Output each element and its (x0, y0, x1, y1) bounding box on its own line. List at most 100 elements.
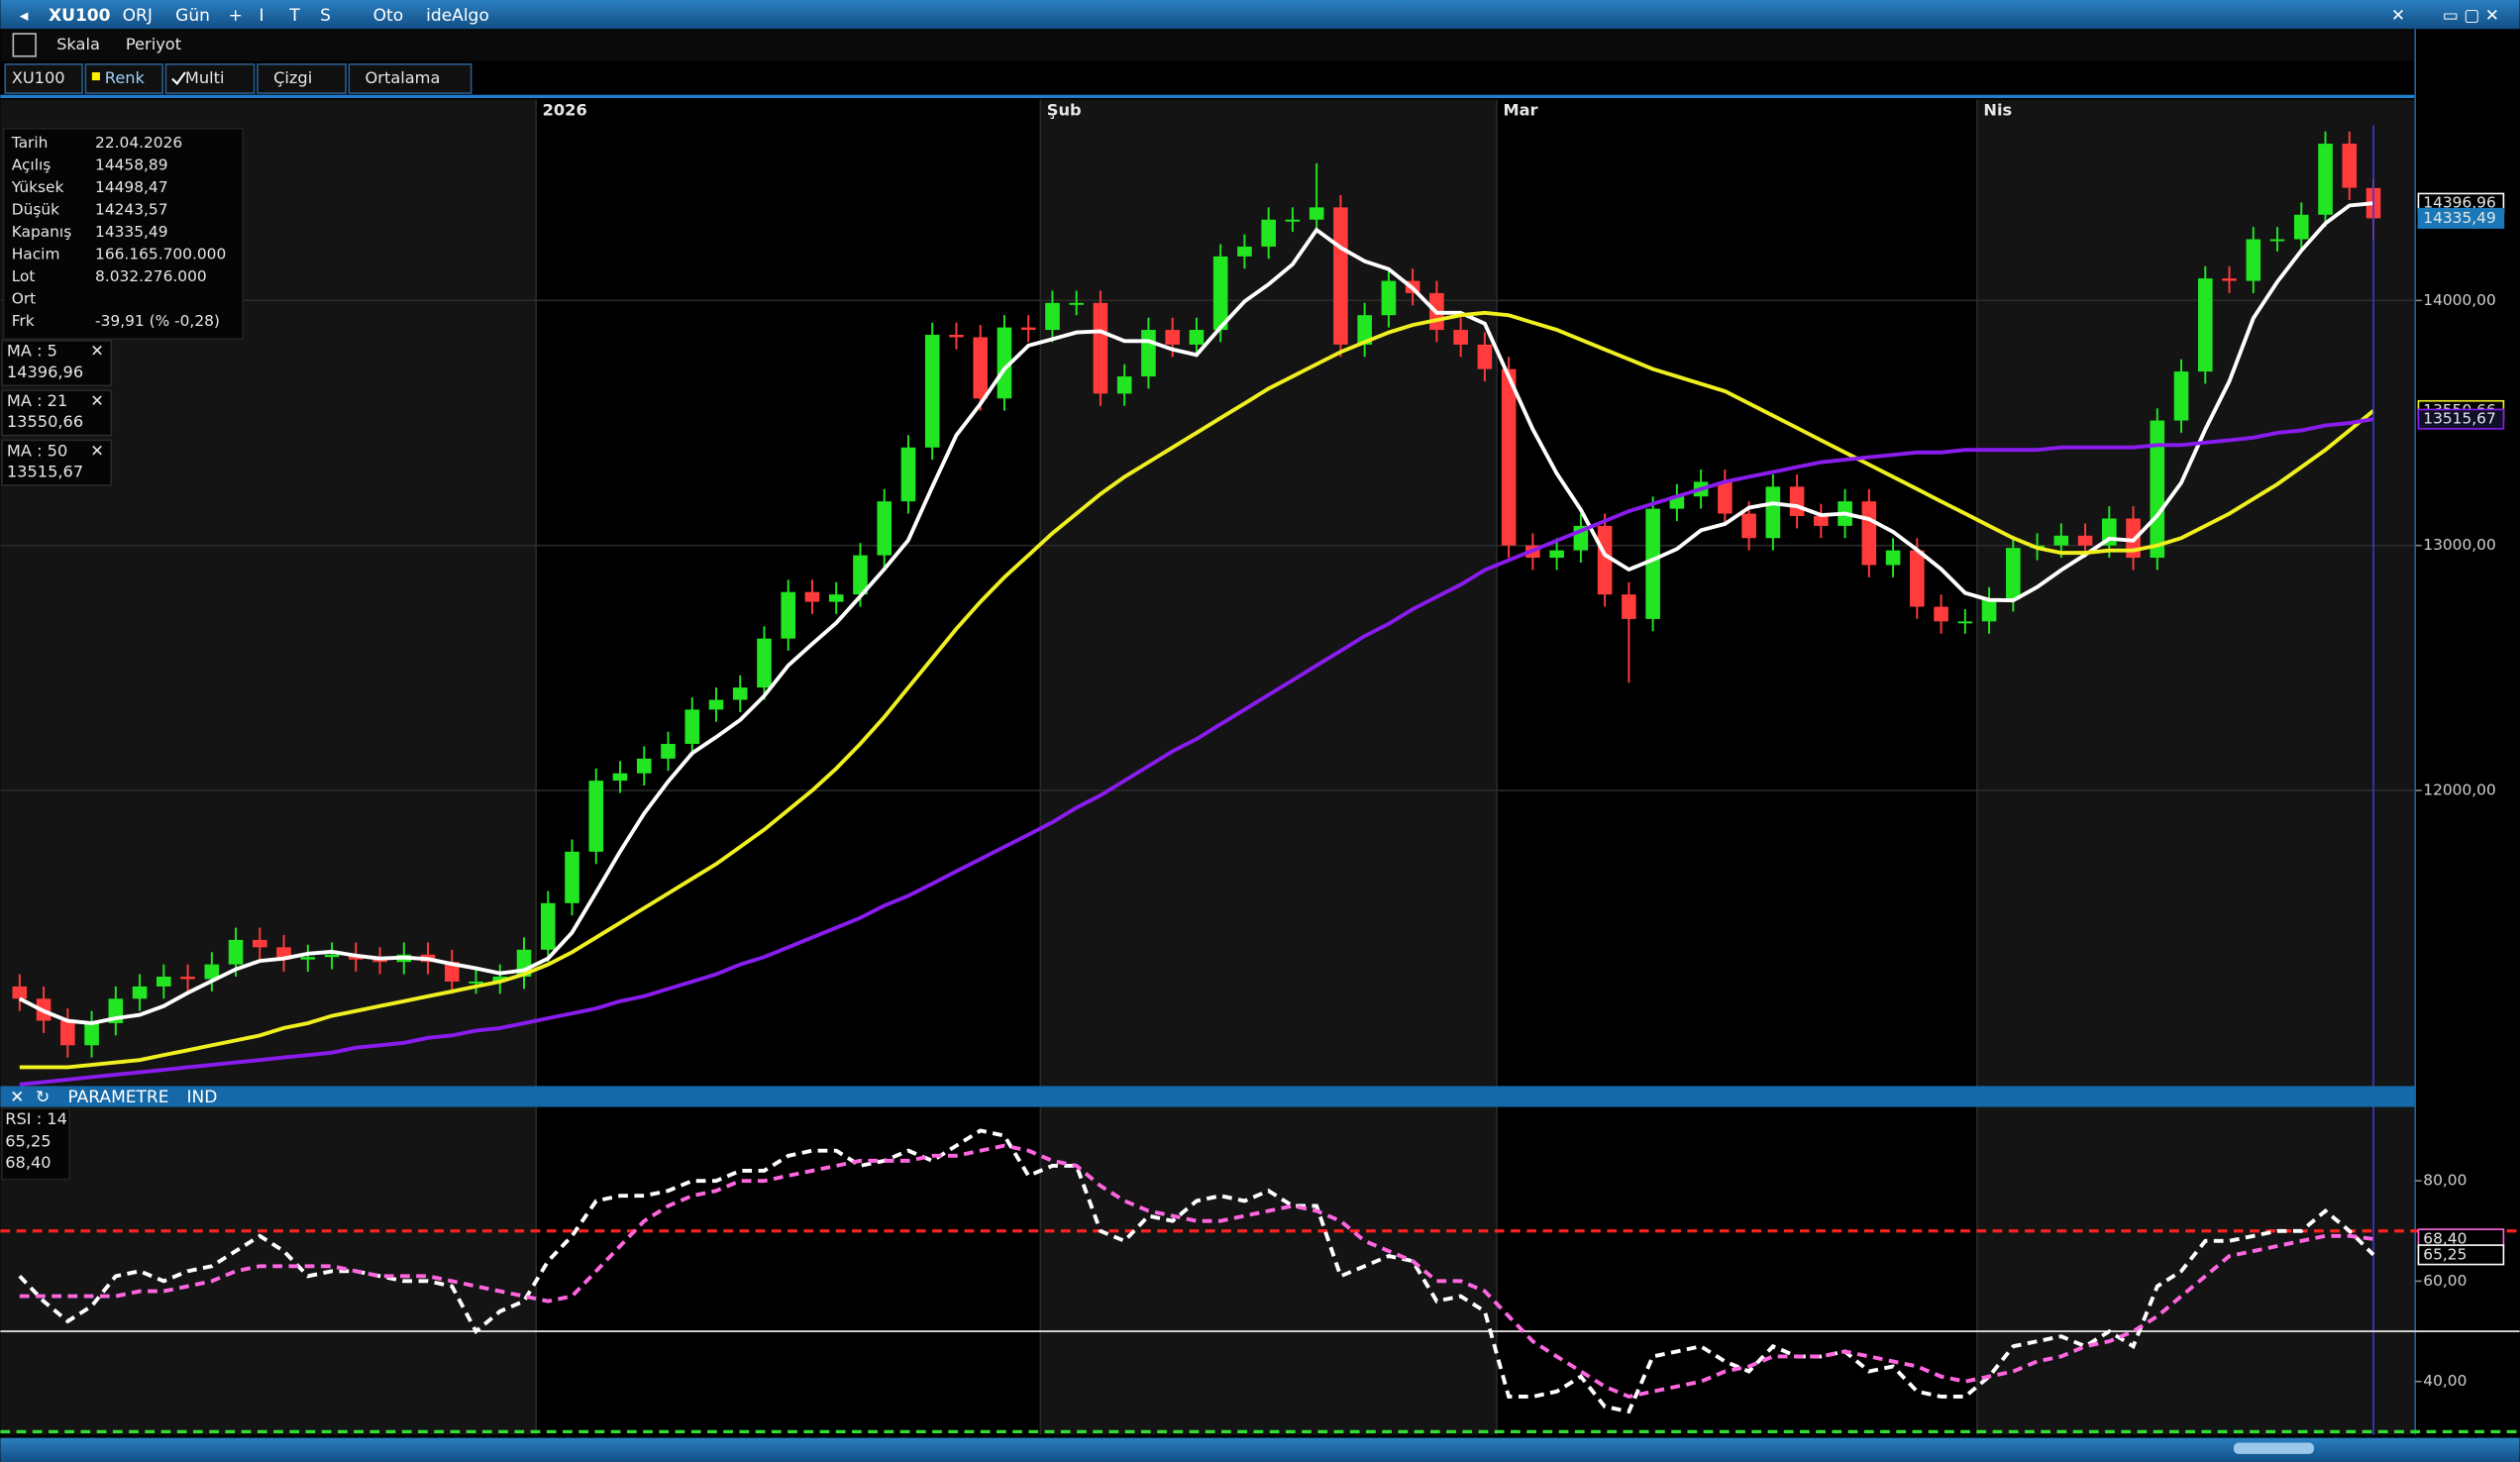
info-value: 22.04.2026 (95, 134, 182, 152)
price-chart: 12000,00 13000,00 14000,00 13550,66 13515,67… (0, 125, 2505, 1435)
candle-body (1165, 330, 1180, 345)
price-tag-label: 14396,96 (2423, 194, 2495, 212)
moving-average-line (18, 201, 2374, 1026)
price-tag (2417, 408, 2505, 430)
info-label: Açılış (12, 156, 52, 173)
legend-name: RSI : 14 (5, 1109, 67, 1128)
candle-body (1549, 550, 1564, 559)
info-label: Hacim (12, 246, 60, 263)
tab[interactable] (348, 63, 472, 94)
info-label: Ort (12, 290, 36, 308)
candle-body (2269, 239, 2285, 242)
check-icon (171, 71, 186, 85)
candle-body (924, 334, 940, 448)
candle-body (1453, 330, 1468, 345)
menu-item[interactable]: Periyot (126, 35, 181, 53)
menu-item[interactable]: Skala (56, 35, 100, 53)
tab-label[interactable]: Çizgi (273, 68, 312, 87)
candle-body (132, 986, 148, 999)
candle-body (469, 981, 483, 984)
indicator-bar (0, 1086, 2416, 1107)
tab-label[interactable]: XU100 (12, 68, 65, 87)
candle-body (781, 591, 796, 639)
x-tick-label: Şub (1047, 100, 1082, 119)
toolbar-button[interactable]: Gün (175, 6, 210, 26)
y-tick-label: 12000,00 (2423, 782, 2495, 799)
candle-body (228, 939, 244, 965)
candle-body (1333, 207, 1348, 345)
price-tag-label: 14335,49 (2423, 209, 2495, 227)
tab[interactable] (257, 63, 347, 94)
candle-body (565, 851, 579, 903)
symbol[interactable]: XU100 (49, 6, 111, 26)
legend-box (1, 1107, 70, 1181)
arrow-icon: ◂ (20, 6, 29, 26)
close-icon[interactable]: ✕ (2391, 6, 2405, 26)
info-value: 14498,47 (95, 178, 167, 196)
month-band (1976, 99, 2416, 1435)
indicator-tab[interactable]: IND (187, 1088, 218, 1107)
legend-value: 68,40 (5, 1153, 51, 1172)
candle-body (1093, 302, 1108, 394)
candle-body (1020, 327, 1036, 331)
y-tick-label: 13000,00 (2423, 536, 2495, 554)
moving-average-line (19, 417, 2374, 1087)
menu-bar (0, 29, 2416, 61)
scroll-thumb[interactable] (2233, 1442, 2315, 1454)
candle-body (661, 744, 676, 759)
toolbar-button[interactable]: ORJ (123, 6, 153, 26)
tab-label[interactable]: Multi (185, 68, 225, 87)
price-tag-label: 13515,67 (2423, 410, 2495, 428)
candle-body (157, 977, 171, 987)
candle-body (1981, 599, 1997, 622)
toolbar-button[interactable]: ideAlgo (426, 6, 489, 26)
toolbar-button[interactable]: Oto (373, 6, 403, 26)
candle-body (588, 781, 604, 852)
candle-body (1309, 207, 1324, 220)
toolbar-button[interactable]: + (229, 6, 243, 26)
legend-close[interactable]: ✕ (90, 441, 104, 460)
candle-body (2198, 278, 2213, 372)
legend-close[interactable]: ✕ (90, 342, 104, 361)
candle-body (372, 959, 387, 963)
candle-body (2077, 535, 2093, 546)
toolbar-button[interactable]: I (260, 6, 264, 26)
tabs: XU100 Renk Multi Çizgi Ortalama (4, 63, 472, 94)
legend-name: MA : 21 (7, 391, 67, 410)
candle-body (2173, 371, 2189, 421)
candle-body (949, 334, 964, 338)
window-icons[interactable]: ▭ ▢ ✕ (2443, 6, 2499, 26)
candle-body (204, 964, 220, 980)
candle-body (2342, 144, 2358, 188)
candle-body (1261, 219, 1276, 247)
candle-body (1189, 330, 1205, 345)
candle-body (180, 977, 195, 980)
price-tag-label: 65,25 (2423, 1245, 2467, 1263)
candle-body (2006, 548, 2021, 600)
candle-body (2150, 420, 2165, 559)
candle-body (636, 758, 652, 774)
indicator-tab[interactable]: PARAMETRE (67, 1088, 168, 1107)
tab[interactable] (4, 63, 83, 94)
save-icon[interactable] (12, 33, 37, 57)
y-tick-label: 40,00 (2423, 1372, 2467, 1390)
tab-label[interactable]: Ortalama (366, 68, 441, 87)
refresh-icon[interactable]: ↻ (36, 1088, 50, 1107)
candle-body (324, 954, 340, 958)
moving-average-line (19, 310, 2375, 1070)
candle-body (2222, 278, 2237, 281)
candle-body (1957, 621, 1973, 624)
candle-body (1934, 606, 1948, 622)
y-tick-label: 60,00 (2423, 1272, 2467, 1290)
info-label: Frk (12, 312, 35, 330)
candle-body (708, 699, 724, 710)
month-band (1497, 99, 1977, 1435)
legend-box (1, 439, 113, 486)
close-icon[interactable]: ✕ (10, 1088, 24, 1107)
x-tick-label: Mar (1504, 100, 1538, 119)
legend-close[interactable]: ✕ (90, 391, 104, 410)
toolbar-button[interactable]: T (288, 6, 300, 26)
toolbar-button[interactable]: S (320, 6, 331, 26)
tab-label[interactable]: Renk (105, 68, 146, 87)
candle-body (997, 327, 1012, 399)
